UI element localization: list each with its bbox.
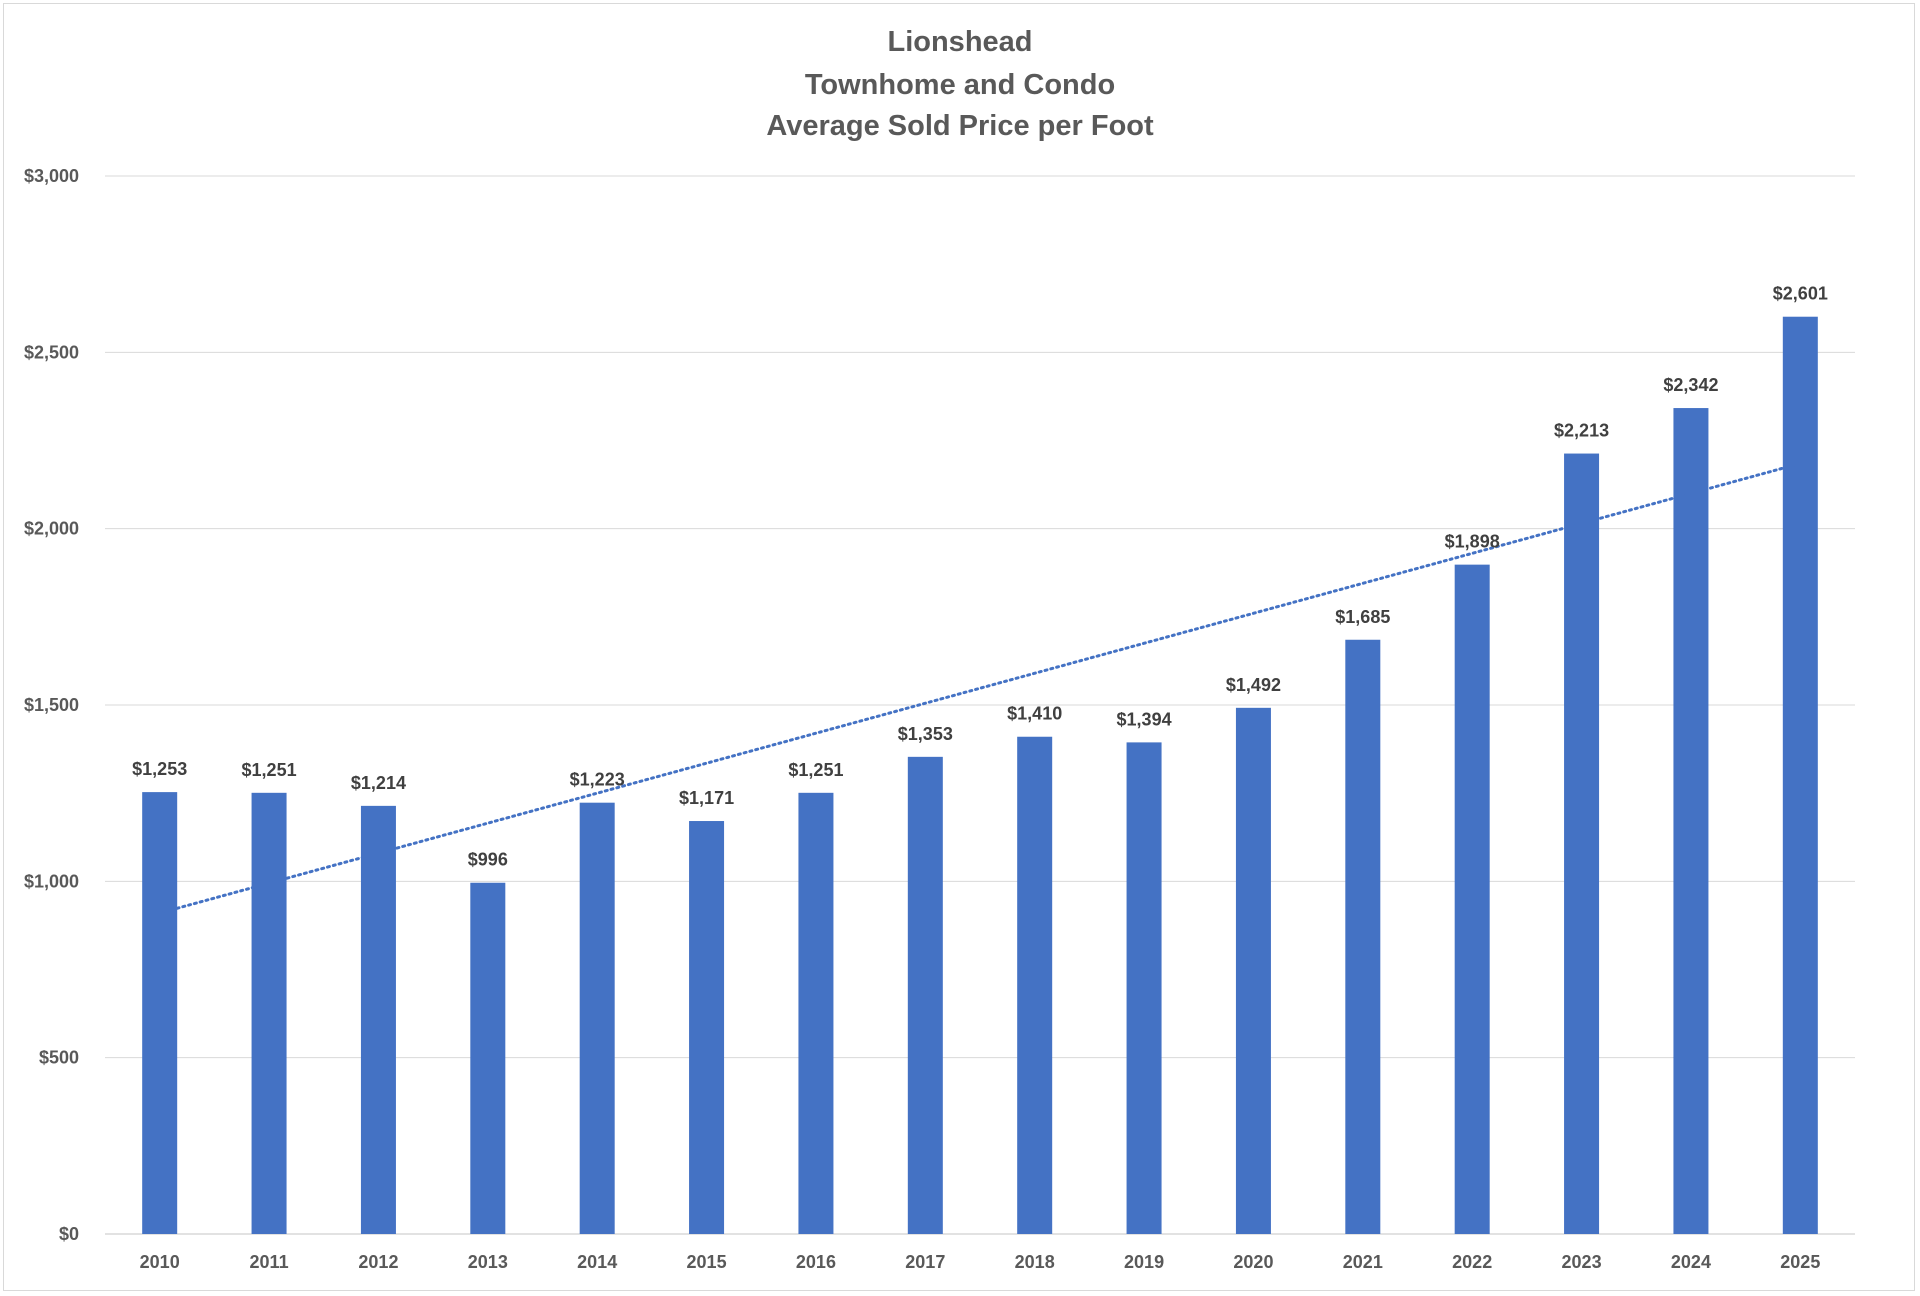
x-tick-label: 2021 [1343,1252,1383,1272]
x-tick-label: 2016 [796,1252,836,1272]
y-tick-label: $2,500 [24,342,79,362]
bar [1017,736,1053,1234]
data-label: $1,214 [351,773,406,793]
x-tick-label: 2023 [1562,1252,1602,1272]
x-tick-label: 2019 [1124,1252,1164,1272]
bar [360,805,396,1234]
x-tick-label: 2014 [577,1252,617,1272]
data-label: $1,353 [898,724,953,744]
data-label: $1,223 [570,770,625,790]
trendline [158,461,1802,915]
x-tick-label: 2025 [1780,1252,1820,1272]
data-label: $1,253 [132,759,187,779]
x-tick-label: 2013 [468,1252,508,1272]
y-tick-label: $500 [39,1048,79,1068]
data-label: $1,898 [1445,532,1500,552]
trendline-line [158,461,1802,915]
bar [1782,316,1818,1234]
x-tick-label: 2024 [1671,1252,1711,1272]
bar [1564,453,1600,1234]
data-label: $1,171 [679,788,734,808]
y-tick-label: $1,500 [24,695,79,715]
x-tick-label: 2015 [687,1252,727,1272]
bar [907,756,943,1234]
x-tick-label: 2018 [1015,1252,1055,1272]
data-label: $1,251 [788,760,843,780]
data-label: $1,410 [1007,704,1062,724]
data-label: $1,492 [1226,675,1281,695]
data-label: $2,342 [1663,375,1718,395]
chart-title-line: Lionshead [887,26,1032,58]
bar [1673,408,1709,1234]
chart-title-line: Average Sold Price per Foot [766,110,1154,142]
bar [689,821,725,1234]
data-label: $1,685 [1335,607,1390,627]
bar [142,792,178,1234]
x-tick-label: 2010 [140,1252,180,1272]
y-tick-label: $2,000 [24,519,79,539]
bar [251,792,287,1234]
chart-title-line: Townhome and Condo [805,69,1115,101]
data-label: $2,601 [1773,284,1828,304]
bars [142,316,1818,1234]
chart-title: Lionshead Townhome and Condo Average Sold … [766,26,1154,142]
bar [1454,564,1490,1234]
data-label: $1,251 [242,760,297,780]
x-tick-label: 2012 [358,1252,398,1272]
x-tick-label: 2020 [1233,1252,1273,1272]
y-tick-label: $0 [59,1224,79,1244]
bar [1126,742,1162,1234]
x-tick-label: 2017 [905,1252,945,1272]
bar [579,802,615,1234]
x-axis: 2010 2011 2012 2013 2014 2015 2016 2017 2018 2019… [140,1252,1821,1272]
data-labels: $1,253 $1,251 $1,214 $996 $1,223 $1,171 $1,251… [132,284,1828,870]
data-label: $996 [468,850,508,870]
data-label: $1,394 [1117,709,1172,729]
bar [1345,639,1381,1234]
bar [470,882,506,1234]
gridlines [105,175,1855,1235]
bar [798,792,834,1234]
x-tick-label: 2022 [1452,1252,1492,1272]
data-label: $2,213 [1554,421,1609,441]
x-tick-label: 2011 [250,1252,289,1272]
bar [1235,707,1271,1234]
y-axis: $0 $500 $1,000 $1,500 $2,000 $2,500 $3,000 [24,166,79,1244]
y-tick-label: $1,000 [24,871,79,891]
y-tick-label: $3,000 [24,166,79,186]
